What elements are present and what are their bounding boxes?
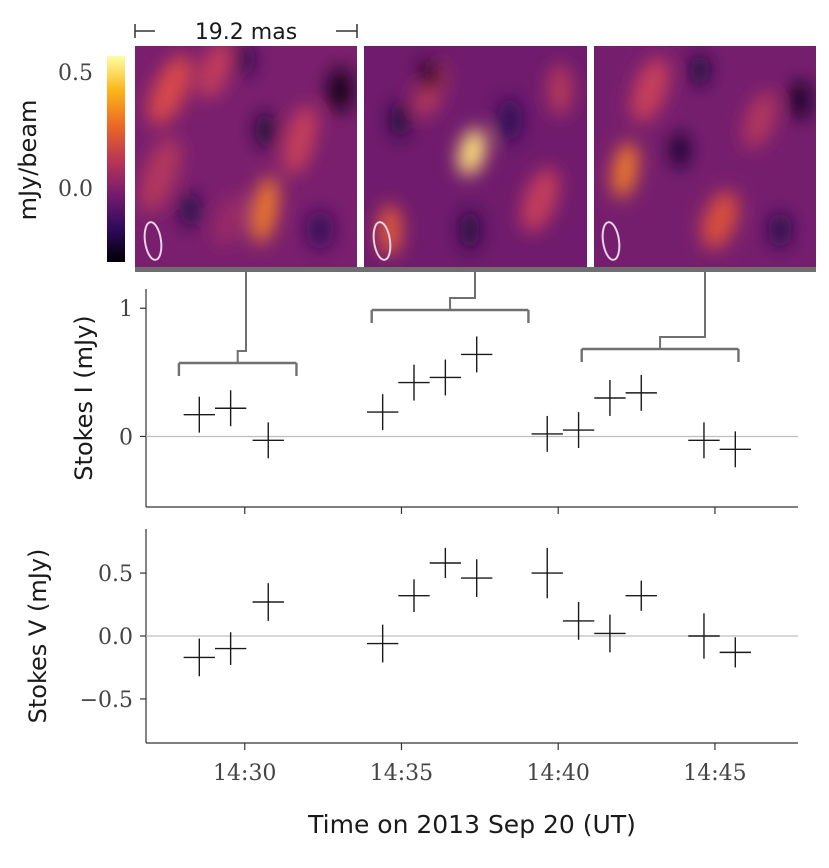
i-point-11: [688, 422, 720, 459]
i-point-3: [366, 394, 399, 431]
v-point-1: [214, 632, 247, 665]
i-point-6: [461, 336, 493, 373]
v-point-7: [531, 547, 563, 599]
i-point-10: [625, 374, 657, 411]
v-point-5: [429, 547, 462, 579]
colorbar-gradient: [107, 56, 125, 262]
xtick-label-1: 14:35: [370, 761, 433, 786]
colorbar-tick-label-0.5: 0.5: [58, 61, 93, 86]
interval-bracket-1: [370, 272, 530, 323]
colorbar: 0.5 0.0 mJy/beam: [14, 56, 125, 262]
image-panel-1: [135, 46, 357, 268]
v-ytick-label-1: 0.0: [98, 625, 133, 650]
v-ytick-label-2: −0.5: [80, 688, 133, 713]
i-point-0: [183, 396, 215, 433]
i-point-8: [562, 412, 595, 449]
xtick-label-0: 14:30: [213, 761, 276, 786]
i-point-2: [252, 422, 284, 459]
beam-ellipse-3: [601, 221, 621, 261]
image-panel-2: [364, 46, 587, 268]
stokes-i-ylabel: Stokes I (mJy): [70, 315, 98, 480]
v-point-6: [461, 559, 493, 597]
beam-ellipse-1: [143, 221, 163, 261]
i-ytick-label-0: 0: [119, 425, 133, 450]
interval-bracket-2: [580, 272, 740, 362]
stokes-v-panel: 0.5 0.0 −0.5 14:30 14:35 14:40 14:45 Stokes V…: [24, 529, 798, 839]
i-ytick-label-1: 1: [119, 297, 133, 322]
colorbar-label: mJy/beam: [14, 100, 42, 221]
x-axis-title: Time on 2013 Sep 20 (UT): [307, 810, 636, 839]
v-point-9: [594, 614, 626, 653]
v-point-10: [625, 580, 657, 611]
i-point-4: [398, 364, 430, 401]
i-point-12: [719, 431, 751, 468]
v-ytick-label-0: 0.5: [98, 562, 133, 587]
i-point-5: [429, 359, 462, 396]
xtick-label-2: 14:40: [526, 761, 589, 786]
v-point-2: [252, 583, 284, 621]
image-panel-3: [594, 46, 816, 268]
interval-bracket-0: [177, 272, 298, 376]
xtick-label-3: 14:45: [683, 761, 746, 786]
image-baseline: [135, 267, 816, 272]
v-point-12: [719, 637, 751, 668]
beam-ellipse-2: [372, 221, 392, 261]
v-point-8: [562, 602, 595, 640]
scale-bar-label: 19.2 mas: [195, 20, 297, 45]
v-point-0: [183, 638, 215, 677]
i-point-1: [214, 390, 247, 427]
colorbar-tick-label-0.0: 0.0: [58, 177, 93, 202]
v-point-4: [398, 579, 430, 613]
stokes-v-ylabel: Stokes V (mJy): [24, 549, 52, 724]
v-point-11: [688, 613, 720, 659]
i-point-9: [594, 380, 626, 416]
scale-bar: 19.2 mas: [134, 20, 358, 45]
v-point-3: [366, 624, 399, 663]
stokes-i-panel: 0 1 Stokes I (mJy): [70, 272, 798, 514]
i-point-7: [531, 415, 563, 452]
